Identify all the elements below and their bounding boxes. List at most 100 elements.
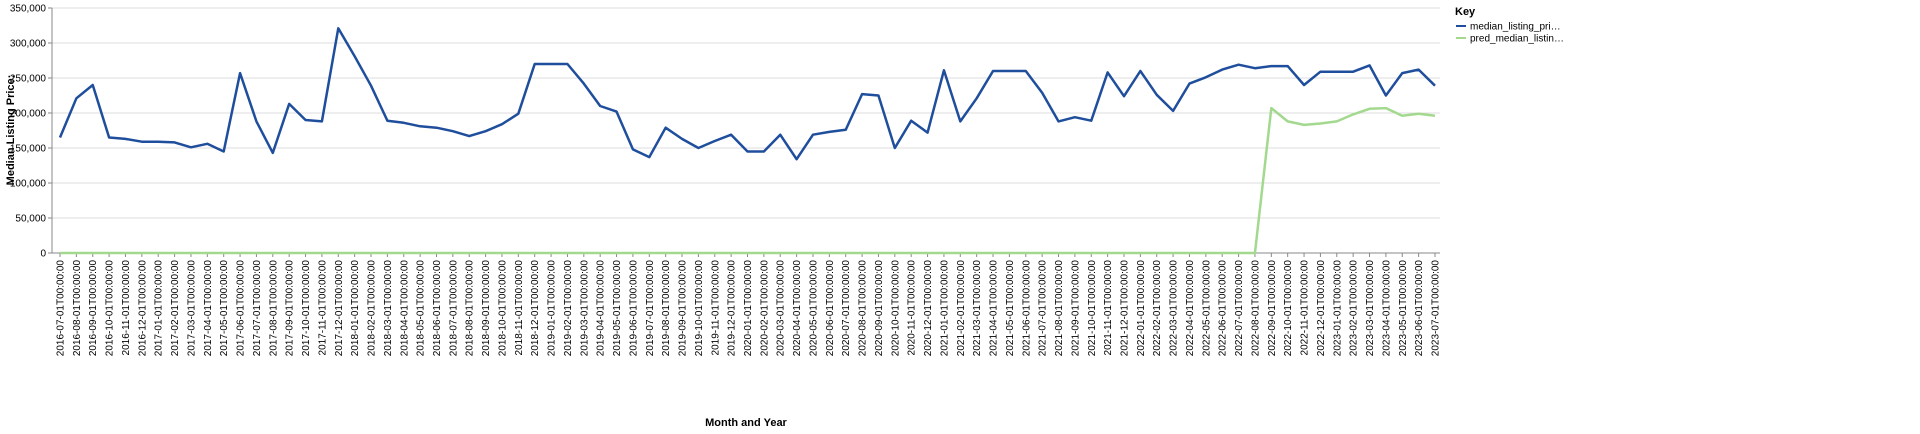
x-tick-label: 2019-08-01T00:00:00 <box>661 260 672 357</box>
x-tick-label: 2020-07-01T00:00:00 <box>841 260 852 357</box>
x-tick-label: 2022-09-01T00:00:00 <box>1267 260 1278 357</box>
x-tick-label: 2019-06-01T00:00:00 <box>628 260 639 357</box>
line-series <box>60 106 1436 255</box>
x-tick-label: 2022-03-01T00:00:00 <box>1169 260 1180 357</box>
x-tick-label: 2020-02-01T00:00:00 <box>759 260 770 357</box>
x-tick-label: 2018-09-01T00:00:00 <box>481 260 492 357</box>
x-tick-label: 2021-12-01T00:00:00 <box>1119 260 1130 357</box>
x-tick-label: 2018-02-01T00:00:00 <box>367 260 378 357</box>
x-tick-label: 2017-01-01T00:00:00 <box>154 260 165 357</box>
line-series <box>58 27 1436 161</box>
x-tick-label: 2021-05-01T00:00:00 <box>1005 260 1016 357</box>
x-tick-label: 2022-01-01T00:00:00 <box>1136 260 1147 357</box>
x-tick-label: 2019-05-01T00:00:00 <box>612 260 623 357</box>
x-tick-label: 2017-08-01T00:00:00 <box>268 260 279 357</box>
legend-label: pred_median_listin… <box>1470 34 1564 45</box>
x-tick-label: 2020-10-01T00:00:00 <box>890 260 901 357</box>
x-tick-label: 2017-03-01T00:00:00 <box>186 260 197 357</box>
x-tick-label: 2020-05-01T00:00:00 <box>808 260 819 357</box>
x-tick-label: 2019-09-01T00:00:00 <box>678 260 689 357</box>
x-tick-label: 2018-05-01T00:00:00 <box>416 260 427 357</box>
y-tick-label: 0 <box>40 249 46 260</box>
x-tick-label: 2022-04-01T00:00:00 <box>1185 260 1196 357</box>
x-tick-label: 2017-05-01T00:00:00 <box>219 260 230 357</box>
x-tick-label: 2017-04-01T00:00:00 <box>203 260 214 357</box>
x-tick-label: 2021-02-01T00:00:00 <box>956 260 967 357</box>
x-tick-label: 2017-06-01T00:00:00 <box>236 260 247 357</box>
x-tick-label: 2016-10-01T00:00:00 <box>105 260 116 357</box>
x-tick-label: 2021-03-01T00:00:00 <box>972 260 983 357</box>
x-tick-label: 2018-08-01T00:00:00 <box>465 260 476 357</box>
x-tick-label: 2018-06-01T00:00:00 <box>432 260 443 357</box>
y-tick-label: 150,000 <box>10 144 47 155</box>
x-tick-label: 2020-12-01T00:00:00 <box>923 260 934 357</box>
x-tick-label: 2018-11-01T00:00:00 <box>514 260 525 356</box>
x-tick-label: 2021-06-01T00:00:00 <box>1021 260 1032 357</box>
x-axis-title: Month and Year <box>705 417 787 429</box>
y-tick-label: 250,000 <box>10 74 47 85</box>
x-tick-label: 2018-12-01T00:00:00 <box>530 260 541 357</box>
x-tick-label: 2023-04-01T00:00:00 <box>1381 260 1392 357</box>
x-tick-label: 2018-01-01T00:00:00 <box>350 260 361 357</box>
legend-label: median_listing_pri… <box>1470 22 1561 33</box>
x-tick-label: 2019-02-01T00:00:00 <box>563 260 574 357</box>
x-tick-label: 2017-10-01T00:00:00 <box>301 260 312 357</box>
x-tick-label: 2018-03-01T00:00:00 <box>383 260 394 357</box>
y-tick-label: 350,000 <box>10 4 47 15</box>
x-tick-label: 2019-11-01T00:00:00 <box>710 260 721 356</box>
x-tick-label: 2016-07-01T00:00:00 <box>56 260 67 357</box>
x-tick-label: 2023-06-01T00:00:00 <box>1414 260 1425 357</box>
x-tick-label: 2017-09-01T00:00:00 <box>285 260 296 357</box>
y-tick-label: 100,000 <box>10 179 47 190</box>
x-tick-label: 2021-04-01T00:00:00 <box>989 260 1000 357</box>
x-tick-label: 2023-02-01T00:00:00 <box>1349 260 1360 357</box>
x-tick-label: 2022-08-01T00:00:00 <box>1250 260 1261 357</box>
x-tick-label: 2021-11-01T00:00:00 <box>1103 260 1114 356</box>
x-tick-label: 2023-07-01T00:00:00 <box>1431 260 1442 357</box>
legend-title: Key <box>1455 6 1476 18</box>
x-tick-label: 2018-07-01T00:00:00 <box>448 260 459 357</box>
x-tick-label: 2020-06-01T00:00:00 <box>825 260 836 357</box>
x-tick-label: 2020-04-01T00:00:00 <box>792 260 803 357</box>
x-tick-label: 2022-06-01T00:00:00 <box>1218 260 1229 357</box>
x-tick-label: 2021-10-01T00:00:00 <box>1087 260 1098 357</box>
x-tick-label: 2020-08-01T00:00:00 <box>858 260 869 357</box>
x-tick-label: 2021-09-01T00:00:00 <box>1070 260 1081 357</box>
x-tick-label: 2017-07-01T00:00:00 <box>252 260 263 357</box>
y-axis-title: Median Listing Price: <box>5 75 17 186</box>
x-tick-label: 2019-01-01T00:00:00 <box>547 260 558 357</box>
x-tick-label: 2019-04-01T00:00:00 <box>596 260 607 357</box>
x-tick-label: 2020-09-01T00:00:00 <box>874 260 885 357</box>
x-tick-label: 2016-08-01T00:00:00 <box>72 260 83 357</box>
x-tick-label: 2020-03-01T00:00:00 <box>776 260 787 357</box>
x-tick-label: 2021-07-01T00:00:00 <box>1038 260 1049 357</box>
x-tick-label: 2019-10-01T00:00:00 <box>694 260 705 357</box>
x-tick-label: 2021-01-01T00:00:00 <box>939 260 950 357</box>
x-tick-label: 2020-11-01T00:00:00 <box>907 260 918 356</box>
x-tick-label: 2022-05-01T00:00:00 <box>1201 260 1212 357</box>
y-tick-label: 200,000 <box>10 109 47 120</box>
x-tick-label: 2023-05-01T00:00:00 <box>1398 260 1409 357</box>
x-tick-label: 2018-04-01T00:00:00 <box>399 260 410 357</box>
y-tick-label: 50,000 <box>15 214 46 225</box>
x-tick-label: 2023-01-01T00:00:00 <box>1332 260 1343 357</box>
x-tick-label: 2022-11-01T00:00:00 <box>1300 260 1311 356</box>
x-tick-label: 2017-11-01T00:00:00 <box>317 260 328 356</box>
x-tick-label: 2019-12-01T00:00:00 <box>727 260 738 357</box>
x-tick-label: 2019-03-01T00:00:00 <box>579 260 590 357</box>
x-tick-label: 2022-07-01T00:00:00 <box>1234 260 1245 357</box>
y-tick-label: 300,000 <box>10 39 47 50</box>
x-tick-label: 2020-01-01T00:00:00 <box>743 260 754 357</box>
x-tick-label: 2016-09-01T00:00:00 <box>88 260 99 357</box>
x-tick-label: 2017-12-01T00:00:00 <box>334 260 345 357</box>
x-tick-label: 2019-07-01T00:00:00 <box>645 260 656 357</box>
x-tick-label: 2016-12-01T00:00:00 <box>137 260 148 357</box>
x-tick-label: 2023-03-01T00:00:00 <box>1365 260 1376 357</box>
x-tick-label: 2022-10-01T00:00:00 <box>1283 260 1294 357</box>
x-tick-label: 2017-02-01T00:00:00 <box>170 260 181 357</box>
x-tick-label: 2018-10-01T00:00:00 <box>497 260 508 357</box>
x-tick-label: 2016-11-01T00:00:00 <box>121 260 132 356</box>
x-tick-label: 2022-12-01T00:00:00 <box>1316 260 1327 357</box>
x-tick-label: 2022-02-01T00:00:00 <box>1152 260 1163 357</box>
